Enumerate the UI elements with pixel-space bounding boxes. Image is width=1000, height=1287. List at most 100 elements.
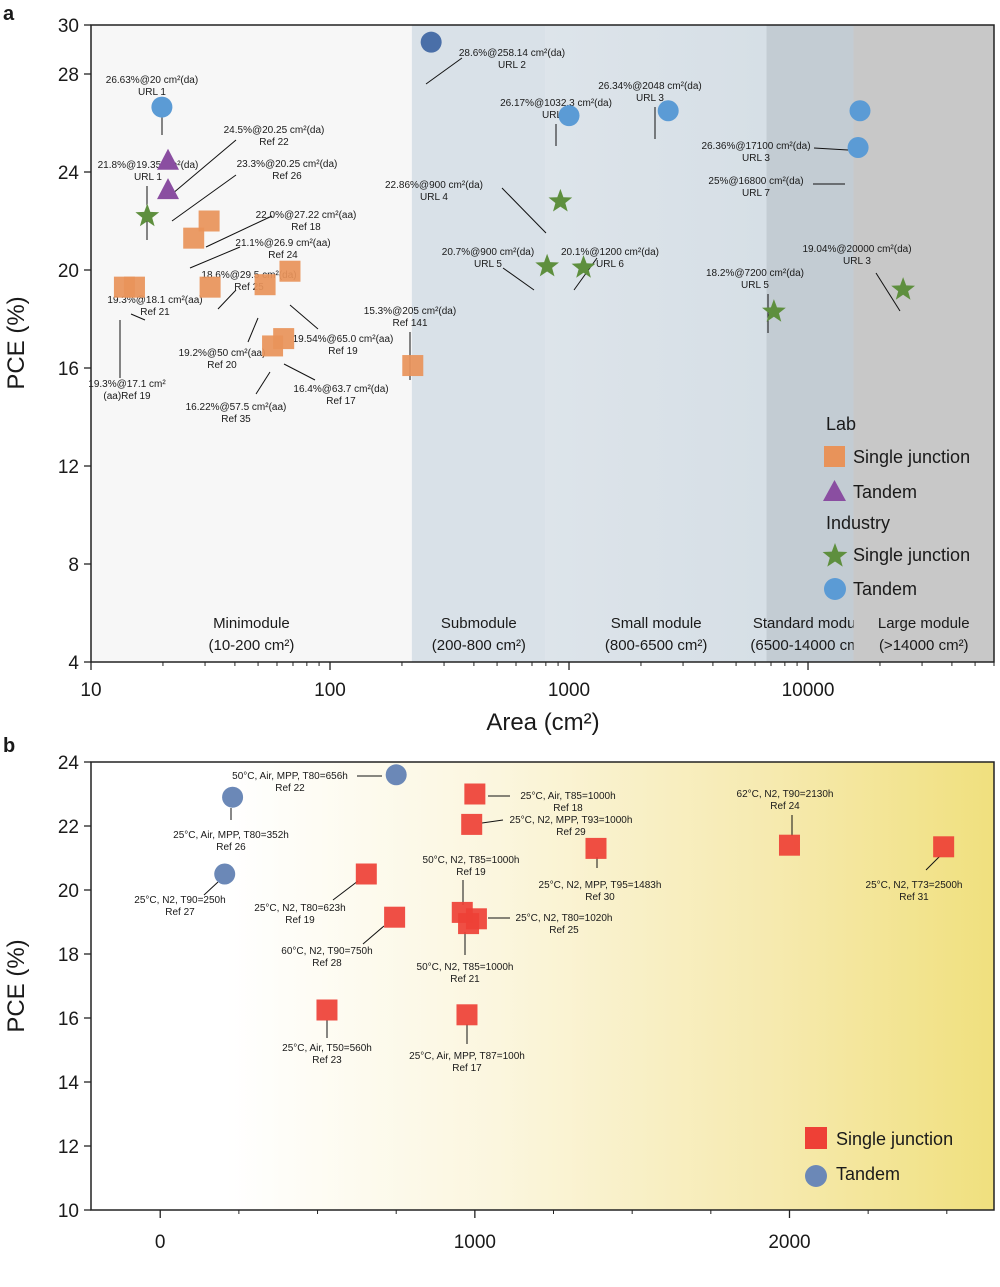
annotation-leader-a	[425, 57, 463, 85]
annotation-leader-b	[332, 880, 359, 901]
annotation-a-line2: Ref 26	[272, 171, 302, 182]
annotation-a-line2: URL 3	[843, 256, 871, 267]
lab-tandem-point	[157, 148, 180, 170]
annotation-b-line1: 60°C, N2, T90=750h	[281, 946, 372, 957]
annotation-a-line2: Ref 19	[328, 346, 358, 357]
annotation-a-line2: URL 7	[742, 188, 770, 199]
annotation-a-line2: Ref 22	[259, 137, 289, 148]
annotation-a-line1: 20.1%@1200 cm²(da)	[561, 247, 659, 258]
single-junction-point	[384, 906, 406, 928]
annotation-leader-a	[283, 363, 316, 381]
lab-single-junction-point	[183, 227, 205, 249]
annotation-b-line1: 25°C, Air, T50=560h	[282, 1043, 372, 1054]
industry-single-junction-point	[891, 277, 915, 300]
annotation-a-line2: Ref 18	[291, 222, 321, 233]
zone-band-2	[545, 25, 767, 662]
annotation-a-line2: Ref 141	[392, 318, 427, 329]
legend-lab-tandem-label: Tandem	[853, 482, 917, 502]
annotation-b-line2: Ref 22	[275, 783, 305, 794]
industry-tandem-point	[657, 100, 679, 122]
annotation-a-line1: 24.5%@20.25 cm²(da)	[224, 125, 325, 136]
zone-band-3	[766, 25, 854, 662]
y-tick-label-b: 24	[58, 753, 80, 774]
annotation-leader-a	[255, 371, 271, 395]
y-tick-label-a: 20	[58, 261, 79, 282]
legend-b-tandem-marker	[805, 1165, 827, 1187]
lab-single-junction-point	[254, 274, 276, 296]
industry-tandem-point	[849, 100, 871, 122]
y-tick-label-b: 10	[58, 1201, 79, 1222]
lab-single-junction-point	[199, 276, 221, 298]
industry-tandem-point	[558, 105, 580, 127]
y-tick-label-a: 28	[58, 65, 79, 86]
annotation-a-line1: 26.36%@17100 cm²(da)	[701, 141, 810, 152]
annotation-leader-b	[481, 819, 504, 824]
annotation-a-line2: URL 5	[474, 259, 502, 270]
annotation-b-line1: 25°C, N2, MPP, T93=1000h	[510, 815, 633, 826]
lab-single-junction-point	[402, 355, 424, 377]
annotation-a-line2: URL 5	[741, 280, 769, 291]
annotation-b-line1: 25°C, N2, T73=2500h	[866, 880, 963, 891]
y-tick-label-a: 12	[58, 457, 79, 478]
y-tick-label-a: 24	[58, 163, 80, 184]
annotation-a-line2: URL 3	[542, 110, 570, 121]
panel-b-y-label: PCE (%)	[3, 939, 30, 1032]
annotation-b-line2: Ref 31	[899, 892, 929, 903]
industry-single-junction-point	[571, 255, 596, 278]
panel-a-y-label: PCE (%)	[3, 296, 30, 389]
zone-range-2: (800-6500 cm²)	[605, 637, 708, 654]
annotation-b-line1: 25°C, Air, T85=1000h	[520, 791, 615, 802]
annotation-b-line1: 62°C, N2, T90=2130h	[737, 789, 834, 800]
annotation-b-line2: Ref 24	[770, 801, 800, 812]
annotation-b-line1: 50°C, Air, MPP, T80=656h	[232, 771, 348, 782]
annotation-b-line2: Ref 25	[549, 925, 579, 936]
legend-ind-tandem-label: Tandem	[853, 579, 917, 599]
annotation-a-line1: 19.54%@65.0 cm²(aa)	[293, 334, 394, 345]
annotation-b-line2: Ref 26	[216, 842, 246, 853]
industry-tandem-point	[420, 31, 442, 53]
x-tick-label-a: 100	[314, 680, 346, 701]
annotation-a-line1: 22.86%@900 cm²(da)	[385, 180, 483, 191]
annotation-leader-a	[813, 147, 849, 151]
legend-b-tandem-label: Tandem	[836, 1164, 900, 1184]
panel-b-frame	[90, 761, 995, 1211]
annotation-leader-a	[205, 215, 273, 248]
legend-lab-single-marker	[824, 446, 845, 467]
annotation-a-line1: 21.8%@19.35 cm²(da)	[98, 160, 199, 171]
annotation-a-line1: 18.2%@7200 cm²(da)	[706, 268, 804, 279]
panel-a-axes: 4 8 12 16 20 24 28 30 10 100 1000 10000	[58, 16, 995, 701]
y-tick-label-b: 22	[58, 817, 79, 838]
y-tick-label-b: 14	[58, 1073, 80, 1094]
x-tick-label-a: 1000	[548, 680, 590, 701]
annotation-a-line1: 16.4%@63.7 cm²(da)	[293, 384, 388, 395]
annotation-leader-a	[875, 272, 901, 312]
legend-ind-single-marker	[822, 543, 848, 567]
lab-single-junction-point	[279, 260, 301, 282]
single-junction-point	[778, 834, 800, 856]
annotation-a-line2: URL 1	[134, 172, 162, 183]
annotation-a-line1: 26.63%@20 cm²(da)	[106, 75, 198, 86]
legend-b-single-label: Single junction	[836, 1129, 953, 1149]
panel-b-axes: 10 12 14 16 18 20 22 24 0 1000 2000	[58, 753, 948, 1253]
y-tick-label-a-top: 30	[58, 16, 79, 37]
legend-lab-tandem-marker	[823, 480, 846, 501]
lab-single-junction-point	[273, 328, 295, 350]
single-junction-point	[316, 999, 338, 1021]
legend-lab-single-label: Single junction	[853, 447, 970, 467]
industry-single-junction-point	[135, 203, 160, 227]
annotation-b-line2: Ref 19	[285, 915, 315, 926]
panel-b-points	[214, 764, 955, 1026]
annotation-leader-b	[203, 881, 219, 896]
annotation-a-line1: 19.04%@20000 cm²(da)	[802, 244, 911, 255]
zone-range-4: (>14000 cm²)	[879, 637, 969, 654]
single-junction-point	[933, 836, 955, 858]
annotation-leader-a	[171, 139, 237, 195]
panel-a-legend: Lab Single junction Tandem Industry Sing…	[822, 414, 970, 600]
annotation-leader-a	[130, 313, 146, 321]
annotation-b-line2: Ref 17	[452, 1063, 482, 1074]
single-junction-point	[585, 837, 607, 859]
annotation-a-line2: URL 1	[138, 87, 166, 98]
annotation-b-line1: 25°C, Air, MPP, T87=100h	[409, 1051, 525, 1062]
y-tick-label-a: 16	[58, 359, 79, 380]
